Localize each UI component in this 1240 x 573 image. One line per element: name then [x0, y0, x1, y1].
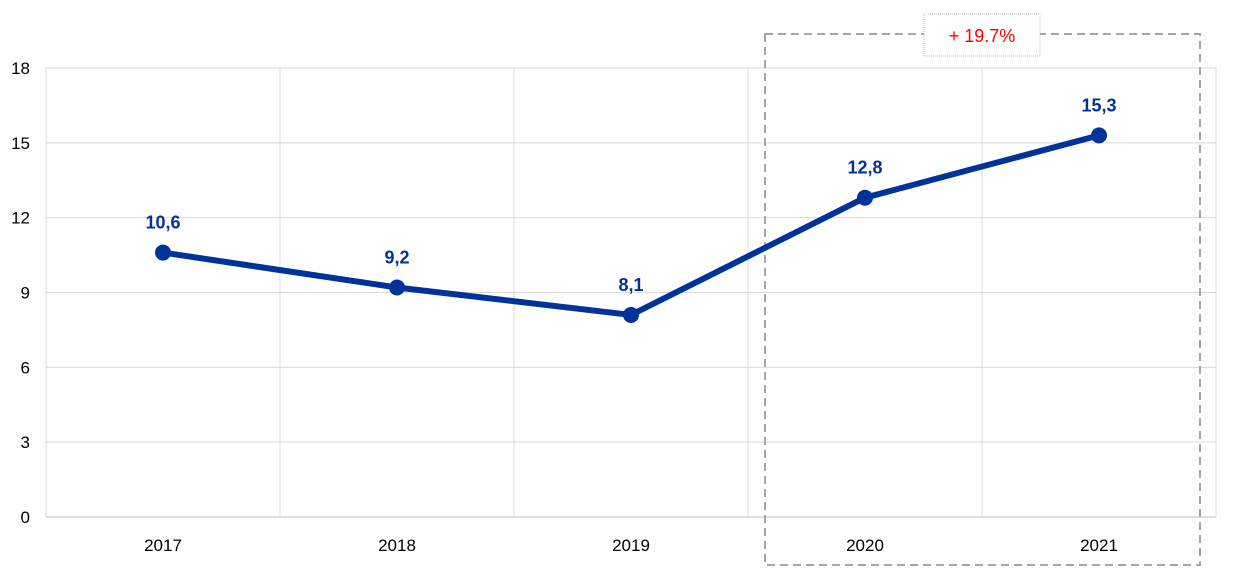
- x-tick-label: 2021: [1080, 536, 1118, 555]
- data-label: 12,8: [847, 158, 882, 178]
- x-tick-label: 2020: [846, 536, 884, 555]
- data-label: 8,1: [618, 275, 643, 295]
- data-point: [155, 244, 171, 261]
- x-tick-label: 2018: [378, 536, 416, 555]
- y-tick-label: 18: [11, 59, 30, 78]
- series: 10,6 9,2 8,1 12,8 15,3: [145, 95, 1117, 323]
- annotation-text: + 19.7%: [949, 26, 1016, 46]
- data-label: 10,6: [145, 213, 180, 233]
- y-axis: 0 3 6 9 12 15 18: [11, 59, 30, 527]
- data-point: [1091, 127, 1107, 144]
- data-label: 15,3: [1081, 95, 1116, 115]
- y-tick-label: 12: [11, 209, 30, 228]
- x-axis: 2017 2018 2019 2020 2021: [144, 536, 1118, 555]
- data-label: 9,2: [384, 248, 409, 268]
- y-tick-label: 9: [21, 284, 30, 303]
- data-point: [389, 279, 405, 296]
- grid: [45, 67, 1217, 518]
- data-point: [623, 306, 639, 323]
- y-tick-label: 3: [21, 433, 30, 452]
- highlight-box: [764, 33, 1201, 566]
- y-tick-label: 0: [21, 508, 30, 527]
- annotation-box: [923, 13, 1041, 57]
- x-tick-label: 2019: [612, 536, 650, 555]
- y-tick-label: 15: [11, 134, 30, 153]
- y-tick-label: 6: [21, 358, 30, 377]
- x-tick-label: 2017: [144, 536, 182, 555]
- data-point: [857, 189, 873, 206]
